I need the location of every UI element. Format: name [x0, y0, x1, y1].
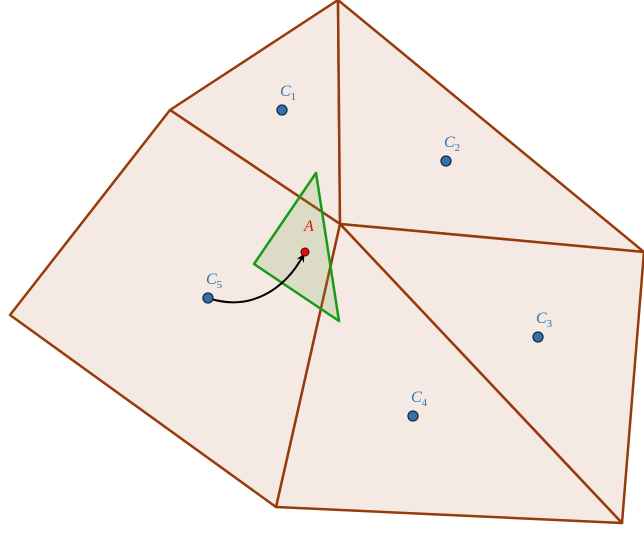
site-label-main: C: [536, 310, 547, 327]
site-label-sub: 3: [547, 318, 553, 330]
site-label: C4: [411, 389, 428, 409]
cell-c5: [8, 108, 342, 509]
site-label: C2: [444, 134, 460, 154]
site-point: [532, 331, 544, 343]
site-label-main: C: [411, 389, 422, 406]
label-a: A: [303, 218, 314, 235]
site-label-main: C: [206, 271, 217, 288]
site-label-main: C: [444, 134, 455, 151]
site-label: C5: [206, 271, 223, 291]
point-a: [300, 247, 310, 257]
site-label-sub: 1: [291, 91, 297, 103]
site-label-sub: 5: [217, 279, 223, 291]
site-label-main: C: [280, 83, 291, 100]
cell-c2: [336, 0, 644, 254]
site-point: [440, 155, 452, 167]
site-label: C3: [536, 310, 553, 330]
site-label-sub: 2: [455, 142, 461, 154]
site-point: [202, 292, 214, 304]
site-label-sub: 4: [422, 397, 428, 409]
site-label: C1: [280, 83, 296, 103]
site-point: [407, 410, 419, 422]
site-point: [276, 104, 288, 116]
arrow: [207, 253, 305, 304]
green-triangle: [252, 171, 341, 323]
